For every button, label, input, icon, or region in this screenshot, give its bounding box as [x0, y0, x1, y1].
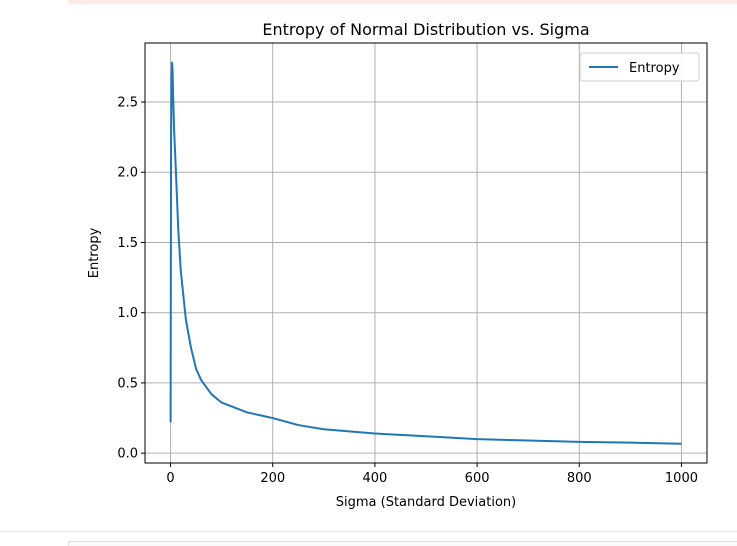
output-divider	[0, 531, 737, 532]
plot-frame	[144, 42, 708, 464]
legend: Entropy	[579, 52, 700, 82]
y-tick-label: 2.5	[117, 95, 138, 110]
y-axis-label: Entropy	[87, 227, 102, 278]
x-tick-label: 200	[260, 471, 285, 486]
x-ticks: 0 200 400 600 800 1000	[166, 463, 698, 486]
legend-box	[579, 52, 700, 82]
series-line-entropy	[169, 61, 682, 445]
entropy-chart: 0 200 400 600 800 1000 0.0 0.5 1.0 1.5 2.0 2.5 Ent…	[87, 20, 708, 510]
x-tick-label: 1000	[665, 471, 698, 486]
x-tick-label: 0	[166, 471, 174, 486]
legend-label-entropy: Entropy	[629, 61, 680, 76]
y-tick-label: 0.5	[117, 376, 138, 391]
y-tick-label: 1.0	[117, 306, 138, 321]
x-tick-label: 800	[567, 471, 592, 486]
x-axis-label: Sigma (Standard Deviation)	[336, 495, 516, 510]
grid-lines	[145, 43, 707, 463]
y-ticks: 0.0 0.5 1.0 1.5 2.0 2.5	[117, 95, 145, 462]
output-top-band	[68, 0, 737, 4]
curve-layer	[169, 61, 682, 445]
y-tick-label: 0.0	[117, 447, 138, 462]
chart-title: Entropy of Normal Distribution vs. Sigma	[262, 20, 589, 39]
x-tick-label: 600	[465, 471, 490, 486]
y-tick-label: 2.0	[117, 166, 138, 181]
x-tick-label: 400	[362, 471, 387, 486]
y-tick-label: 1.5	[117, 236, 138, 251]
next-cell-edge	[68, 541, 737, 546]
